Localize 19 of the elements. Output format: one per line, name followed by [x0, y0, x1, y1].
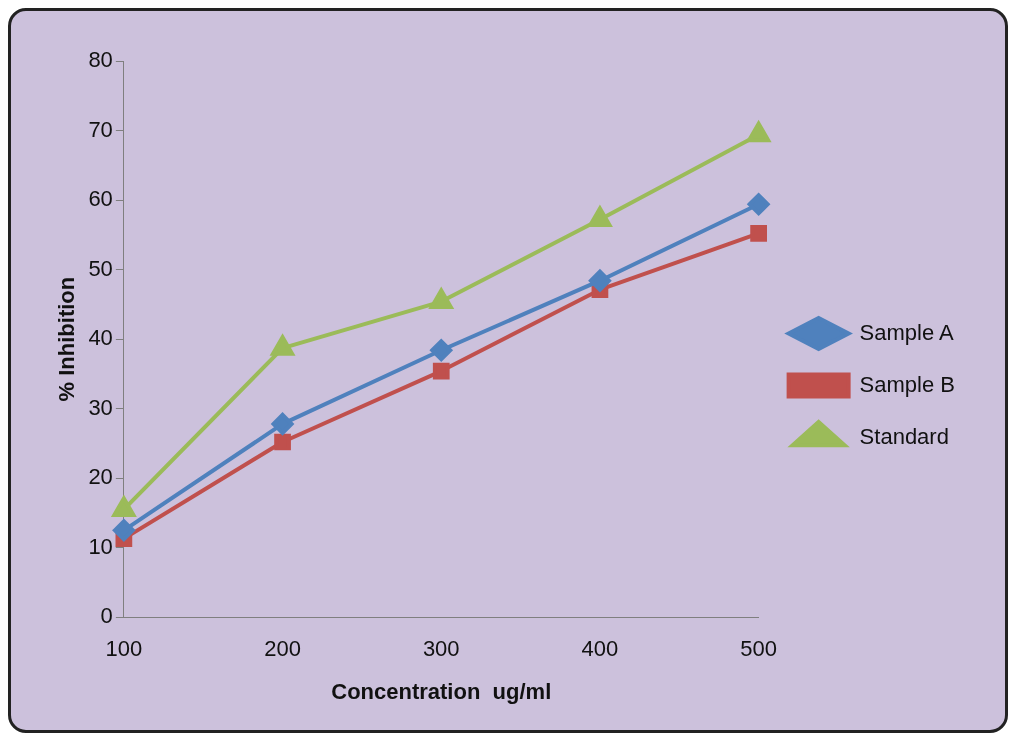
- y-tick-label: 30: [88, 394, 113, 420]
- y-tick-label: 50: [88, 255, 113, 281]
- legend-label: Standard: [859, 423, 949, 449]
- x-tick-label: 500: [740, 636, 777, 662]
- y-tick-label: 80: [88, 47, 113, 73]
- y-tick-label: 60: [88, 186, 113, 212]
- x-tick-label: 100: [105, 636, 143, 662]
- x-axis-title: Concentration ug/ml: [331, 678, 552, 704]
- x-tick-label: 300: [422, 636, 460, 662]
- y-tick-label: 40: [88, 325, 113, 351]
- x-tick-label: 200: [264, 636, 301, 662]
- y-tick-label: 20: [88, 464, 113, 490]
- legend-label: Sample B: [859, 371, 956, 397]
- y-tick-label: 10: [88, 533, 113, 559]
- y-tick-label: 70: [88, 116, 113, 142]
- legend-label: Sample A: [859, 319, 955, 345]
- x-tick-label: 400: [581, 636, 619, 662]
- y-tick-label: 0: [100, 603, 113, 629]
- y-axis-title: % Inhibition: [54, 276, 80, 402]
